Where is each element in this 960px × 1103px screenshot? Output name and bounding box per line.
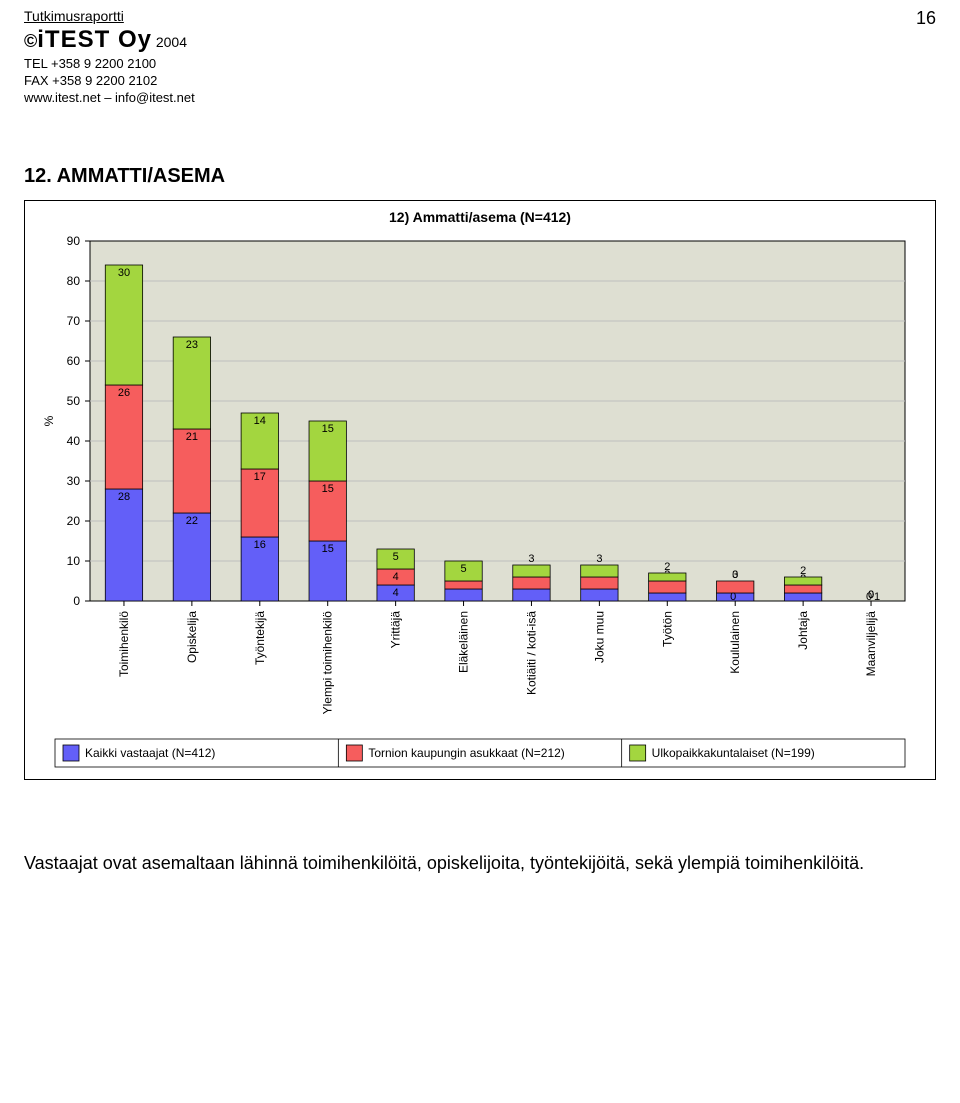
svg-text:4: 4 <box>393 571 399 583</box>
svg-text:Eläkeläinen: Eläkeläinen <box>457 611 471 673</box>
svg-text:0: 0 <box>866 591 872 603</box>
section-title: 12. AMMATTI/ASEMA <box>24 165 936 188</box>
svg-text:Joku muu: Joku muu <box>592 611 606 663</box>
svg-text:5: 5 <box>393 551 399 563</box>
svg-text:2: 2 <box>800 565 806 577</box>
svg-text:0: 0 <box>732 569 738 581</box>
svg-text:90: 90 <box>67 234 81 248</box>
svg-text:Johtaja: Johtaja <box>796 611 810 650</box>
svg-text:28: 28 <box>118 491 130 503</box>
svg-text:15: 15 <box>322 423 334 435</box>
svg-text:Maanviljelijä: Maanviljelijä <box>864 611 878 677</box>
svg-text:21: 21 <box>186 431 198 443</box>
svg-text:Tornion kaupungin asukkaat (N=: Tornion kaupungin asukkaat (N=212) <box>368 746 564 760</box>
svg-text:26: 26 <box>118 387 130 399</box>
company-line: ©iTEST Oy 2004 <box>24 26 936 54</box>
page-number: 16 <box>916 8 936 29</box>
svg-text:Työtön: Työtön <box>660 611 674 647</box>
contact-tel: TEL +358 9 2200 2100 <box>24 56 936 71</box>
svg-text:3: 3 <box>528 553 534 565</box>
svg-text:Ulkopaikkakuntalaiset (N=199): Ulkopaikkakuntalaiset (N=199) <box>652 746 815 760</box>
svg-text:Opiskelija: Opiskelija <box>185 611 199 663</box>
company-name: iTEST Oy <box>37 26 152 53</box>
svg-text:1: 1 <box>874 591 880 603</box>
svg-text:Kotiäiti / koti-isä: Kotiäiti / koti-isä <box>524 611 538 695</box>
svg-text:23: 23 <box>186 339 198 351</box>
svg-text:0: 0 <box>730 591 736 603</box>
svg-text:%: % <box>42 415 56 426</box>
svg-text:Toimihenkilö: Toimihenkilö <box>117 611 131 677</box>
document-header: Tutkimusraportti ©iTEST Oy 2004 TEL +358… <box>24 8 936 105</box>
svg-text:22: 22 <box>186 515 198 527</box>
svg-text:0: 0 <box>73 594 80 608</box>
chart-container: 12) Ammatti/asema (N=412) 01020304050607… <box>24 200 936 780</box>
svg-text:4: 4 <box>393 587 399 599</box>
copyright-sign: © <box>24 31 37 51</box>
svg-text:Yrittäjä: Yrittäjä <box>389 611 403 649</box>
svg-text:14: 14 <box>254 415 266 427</box>
svg-text:30: 30 <box>118 267 130 279</box>
report-title: Tutkimusraportti <box>24 8 936 24</box>
contact-web: www.itest.net – info@itest.net <box>24 90 936 105</box>
svg-text:15: 15 <box>322 543 334 555</box>
svg-text:30: 30 <box>67 474 81 488</box>
svg-text:17: 17 <box>254 471 266 483</box>
body-text: Vastaajat ovat asemaltaan lähinnä toimih… <box>24 850 936 877</box>
svg-text:3: 3 <box>596 553 602 565</box>
svg-text:Koululainen: Koululainen <box>728 611 742 674</box>
svg-text:60: 60 <box>67 354 81 368</box>
svg-text:10: 10 <box>67 554 81 568</box>
bar-chart: 0102030405060708090%282630Toimihenkilö22… <box>35 231 915 771</box>
company-year: 2004 <box>156 34 187 50</box>
svg-text:5: 5 <box>460 563 466 575</box>
svg-text:50: 50 <box>67 394 81 408</box>
svg-text:80: 80 <box>67 274 81 288</box>
chart-title: 12) Ammatti/asema (N=412) <box>35 209 925 225</box>
svg-text:Työntekijä: Työntekijä <box>253 611 267 665</box>
svg-text:20: 20 <box>67 514 81 528</box>
svg-text:15: 15 <box>322 483 334 495</box>
svg-text:Kaikki vastaajat (N=412): Kaikki vastaajat (N=412) <box>85 746 215 760</box>
contact-fax: FAX +358 9 2200 2102 <box>24 73 936 88</box>
svg-text:40: 40 <box>67 434 81 448</box>
svg-text:Ylempi toimihenkilö: Ylempi toimihenkilö <box>321 611 335 715</box>
svg-text:2: 2 <box>664 561 670 573</box>
svg-text:16: 16 <box>254 539 266 551</box>
svg-text:70: 70 <box>67 314 81 328</box>
